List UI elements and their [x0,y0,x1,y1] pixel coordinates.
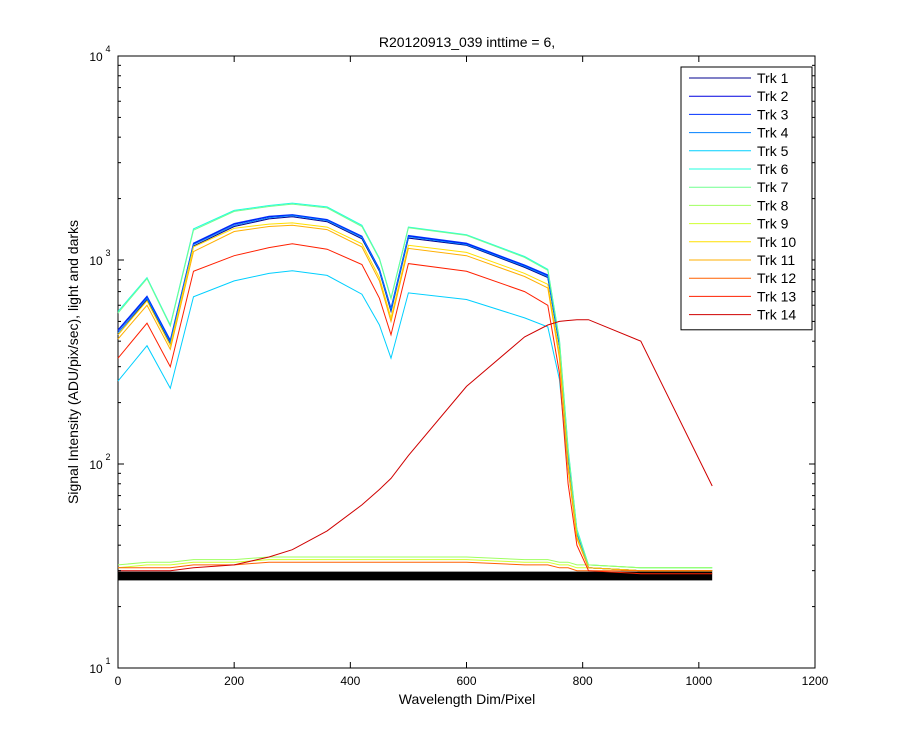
y-tick-label-base: 10 [89,458,103,472]
y-tick-label-base: 10 [89,662,103,676]
x-tick-label: 800 [573,674,593,688]
y-tick-label-exponent: 1 [105,656,110,666]
y-tick-label-exponent: 3 [105,248,110,258]
y-tick-label-base: 10 [89,254,103,268]
legend-label: Trk 14 [757,307,796,323]
legend-label: Trk 13 [757,288,796,304]
dark-frames-band [118,571,713,581]
x-tick-label: 200 [224,674,244,688]
legend-label: Trk 2 [757,88,789,104]
series-line-8 [117,556,713,569]
legend-label: Trk 11 [757,252,795,268]
legend-label: Trk 8 [757,197,789,213]
legend: Trk 1 Trk 2 Trk 3 Trk 4 Trk 5 Trk 6 Trk 7 Trk 8… [680,66,813,331]
legend-label: Trk 5 [757,143,789,159]
x-axis-label: Wavelength Dim/Pixel [399,691,535,707]
x-tick-label: 600 [456,674,476,688]
series-line-7 [117,203,713,569]
series-line-13 [117,243,713,575]
legend-label: Trk 6 [757,161,789,177]
y-axis-label: Signal Intensity (ADU/pix/sec), light an… [65,220,81,504]
legend-label: Trk 1 [757,70,789,86]
x-tick-label: 1000 [685,674,712,688]
x-tick-label: 1200 [802,674,829,688]
legend-label: Trk 12 [757,270,796,286]
chart-title: R20120913_039 inttime = 6, [379,34,555,50]
y-tick-label-base: 10 [89,50,103,64]
series-line-12 [118,561,713,572]
series-line-14 [118,319,713,572]
legend-label: Trk 9 [757,216,789,232]
x-tick-label: 400 [340,674,360,688]
x-tick-label: 0 [115,674,122,688]
legend-label: Trk 10 [757,234,796,250]
series-line-9 [117,559,713,572]
legend-box [680,66,813,331]
legend-label: Trk 4 [757,125,789,141]
series-line-11 [117,224,713,572]
y-tick-label-exponent: 2 [105,452,110,462]
legend-label: Trk 7 [757,179,789,195]
y-tick-label-exponent: 4 [105,44,110,54]
dark-frames [118,571,713,581]
series-lines [117,202,713,575]
legend-label: Trk 3 [757,106,789,122]
